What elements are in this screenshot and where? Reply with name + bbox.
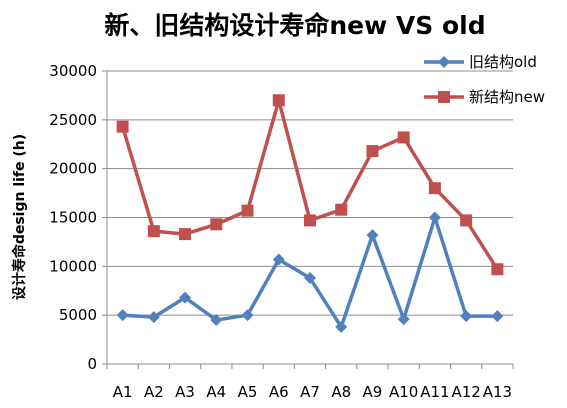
x-tick-label: A3 <box>175 383 195 401</box>
data-point <box>210 314 223 327</box>
x-tick-label: A1 <box>113 383 133 401</box>
legend: 旧结构old 新结构new <box>424 53 545 106</box>
data-point <box>179 291 192 304</box>
y-tick-labels: 0 5000 10000 15000 20000 25000 30000 <box>49 62 97 373</box>
data-point <box>397 131 410 144</box>
data-point <box>147 225 160 238</box>
data-point <box>366 229 379 242</box>
chart-title: 新、旧结构设计寿命new VS old <box>104 11 485 40</box>
data-point <box>335 320 348 333</box>
data-point <box>428 182 441 195</box>
legend-entry-2: 新结构new <box>424 88 545 106</box>
data-point <box>116 120 129 133</box>
grid-lines <box>102 70 514 369</box>
legend-entry-1: 旧结构old <box>424 53 537 71</box>
data-point <box>304 272 316 285</box>
data-point <box>147 311 160 324</box>
x-tick-label: A7 <box>300 383 320 401</box>
data-point <box>210 218 223 231</box>
x-tick-label: A5 <box>238 383 258 401</box>
x-tick-label: A2 <box>144 383 164 401</box>
legend-marker <box>438 56 450 68</box>
data-point <box>272 94 285 107</box>
x-tick-labels: A1 A2 A3 A4 A5 A6 A7 A8 A9 A10 A11 A12 A13 <box>113 383 512 401</box>
y-tick-label: 0 <box>87 355 97 373</box>
x-tick-label: A4 <box>206 383 226 401</box>
data-point <box>491 310 504 323</box>
data-point <box>366 145 379 158</box>
data-point <box>116 309 129 322</box>
x-tick-label: A13 <box>483 383 512 401</box>
data-point <box>397 313 410 326</box>
legend-label: 新结构new <box>469 88 545 106</box>
y-tick-label: 30000 <box>49 62 97 80</box>
y-tick-label: 5000 <box>59 306 97 324</box>
y-tick-label: 15000 <box>49 209 97 227</box>
x-tick-label: A11 <box>420 383 449 401</box>
data-point <box>428 211 441 224</box>
x-tick-label: A10 <box>389 383 418 401</box>
data-point <box>241 309 254 322</box>
data-point <box>272 253 285 266</box>
y-tick-label: 10000 <box>49 257 97 275</box>
data-point <box>179 228 192 241</box>
data-point <box>241 204 254 217</box>
x-tick-label: A8 <box>331 383 351 401</box>
x-tick-label: A6 <box>269 383 289 401</box>
series-lines <box>116 94 504 333</box>
y-axis-label: 设计寿命design life (h) <box>11 134 28 300</box>
series-line <box>120 98 499 271</box>
x-tick-label: A12 <box>451 383 480 401</box>
x-tick-label: A9 <box>363 383 383 401</box>
data-point <box>335 203 348 216</box>
data-point <box>304 214 316 227</box>
data-point <box>491 263 504 276</box>
data-point <box>460 214 473 227</box>
legend-marker <box>438 91 450 103</box>
data-point <box>460 310 473 323</box>
series-1 <box>116 211 504 333</box>
legend-label: 旧结构old <box>469 53 537 71</box>
y-tick-label: 20000 <box>49 160 97 178</box>
y-tick-label: 25000 <box>49 111 97 129</box>
series-2 <box>116 94 504 276</box>
